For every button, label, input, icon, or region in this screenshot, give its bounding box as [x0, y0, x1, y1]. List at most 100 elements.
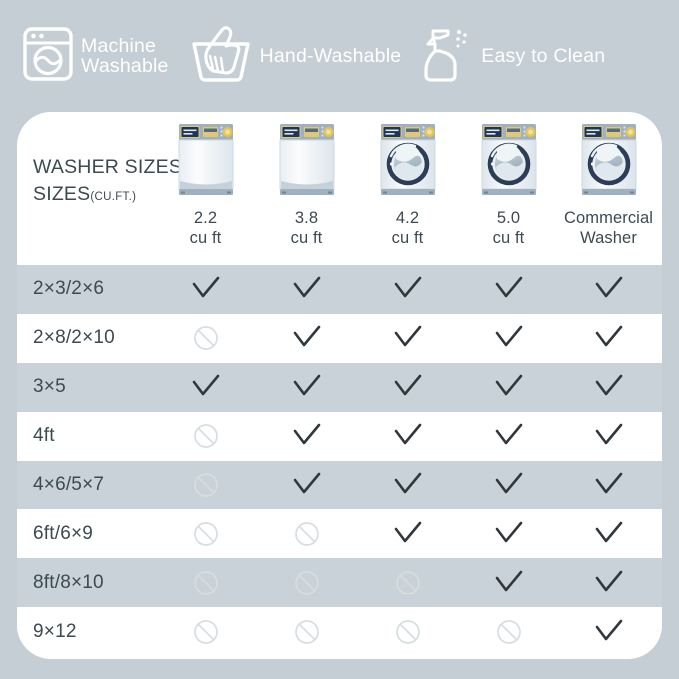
washing-machine-outline-icon [22, 26, 74, 87]
cell-prohibited [155, 521, 256, 547]
table-row: 9×12 [17, 607, 662, 657]
cell-checkmark [558, 423, 659, 449]
checkmark-icon [494, 570, 524, 596]
cell-prohibited [357, 570, 458, 596]
row-label: 4×6/5×7 [33, 474, 105, 495]
checkmark-icon [393, 325, 423, 351]
table-row: 6ft/6×9 [17, 509, 662, 559]
cell-checkmark [256, 276, 357, 302]
prohibited-icon [294, 521, 320, 547]
hand-wash-basin-icon [189, 25, 253, 88]
cell-checkmark [357, 276, 458, 302]
row-label: 8ft/8×10 [33, 571, 104, 593]
spray-bottle-icon [420, 25, 474, 88]
feature-banner: Machine Washable Hand-Washable [0, 0, 679, 112]
row-header-title: WASHER SIZES SIZES(CU.FT.) [33, 154, 188, 208]
cell-checkmark [256, 325, 357, 351]
feature-machine-washable-label: Machine Washable [81, 34, 169, 77]
cell-checkmark [256, 472, 357, 498]
checkmark-icon [494, 521, 524, 547]
row-label: 9×12 [33, 620, 77, 642]
row-label: 3×5 [33, 376, 66, 398]
checkmark-icon [494, 472, 524, 498]
cell-prohibited [256, 619, 357, 645]
row-label: 2×8/2×10 [33, 327, 115, 349]
cell-checkmark [155, 374, 256, 400]
checkmark-icon [594, 619, 624, 645]
cell-checkmark [458, 325, 559, 351]
checkmark-icon [494, 325, 524, 351]
prohibited-icon [193, 423, 219, 449]
cell-prohibited [256, 570, 357, 596]
checkmark-icon [594, 374, 624, 400]
prohibited-icon [395, 570, 421, 596]
cell-checkmark [558, 472, 659, 498]
cell-prohibited [155, 423, 256, 449]
front-load-washer-icon [458, 117, 559, 199]
cell-prohibited [155, 472, 256, 498]
cell-checkmark [357, 472, 458, 498]
checkmark-icon [393, 423, 423, 449]
checkmark-icon [191, 276, 221, 302]
prohibited-icon [294, 570, 320, 596]
column-header-1: 3.8 cu ft [256, 112, 357, 265]
cell-checkmark [357, 521, 458, 547]
cell-checkmark [155, 276, 256, 302]
checkmark-icon [393, 276, 423, 302]
table-row: 3×5 [17, 362, 662, 412]
column-header-2-label: 4.2 cu ft [391, 209, 424, 248]
column-header-4: Commercial Washer [555, 112, 662, 265]
cell-checkmark [558, 374, 659, 400]
cell-checkmark [458, 472, 559, 498]
feature-easy-to-clean-label: Easy to Clean [481, 44, 606, 67]
checkmark-icon [494, 423, 524, 449]
checkmark-icon [292, 325, 322, 351]
column-header-2: 4.2 cu ft [357, 112, 458, 265]
table-row: 2×3/2×6 [17, 265, 662, 314]
cell-checkmark [357, 423, 458, 449]
feature-machine-washable: Machine Washable [22, 26, 169, 87]
cell-checkmark [558, 276, 659, 302]
front-load-washer-icon [357, 117, 458, 199]
prohibited-icon [193, 325, 219, 351]
cell-checkmark [458, 276, 559, 302]
column-header-0: 2.2 cu ft [155, 112, 256, 265]
prohibited-icon [193, 472, 219, 498]
column-header-3-label: 5.0 cu ft [492, 209, 525, 248]
cell-checkmark [558, 619, 659, 645]
prohibited-icon [294, 619, 320, 645]
cell-checkmark [558, 521, 659, 547]
cell-prohibited [155, 325, 256, 351]
front-load-washer-icon [555, 117, 662, 199]
table-row: 4ft [17, 411, 662, 461]
checkmark-icon [393, 521, 423, 547]
cell-checkmark [357, 325, 458, 351]
cell-checkmark [558, 325, 659, 351]
feature-hand-washable-label: Hand-Washable [259, 44, 402, 67]
column-header-3: 5.0 cu ft [458, 112, 559, 265]
cell-checkmark [458, 521, 559, 547]
cell-prohibited [155, 570, 256, 596]
top-load-washer-icon [256, 117, 357, 199]
checkmark-icon [594, 423, 624, 449]
cell-prohibited [155, 619, 256, 645]
row-header-unit-wrap: SIZES(CU.FT.) [33, 183, 136, 205]
checkmark-icon [594, 325, 624, 351]
checkmark-icon [292, 374, 322, 400]
row-label: 6ft/6×9 [33, 522, 94, 544]
cell-checkmark [458, 423, 559, 449]
prohibited-icon [193, 570, 219, 596]
prohibited-icon [193, 619, 219, 645]
cell-checkmark [357, 374, 458, 400]
checkmark-icon [191, 374, 221, 400]
row-header-unit-text: (CU.FT.) [90, 190, 137, 203]
top-load-washer-icon [155, 117, 256, 199]
column-header-4-label: Commercial Washer [563, 209, 653, 248]
checkmark-icon [292, 472, 322, 498]
cell-prohibited [458, 619, 559, 645]
checkmark-icon [494, 374, 524, 400]
table-row: 4×6/5×7 [17, 460, 662, 510]
checkmark-icon [594, 276, 624, 302]
feature-hand-washable: Hand-Washable [189, 25, 402, 88]
cell-checkmark [458, 374, 559, 400]
